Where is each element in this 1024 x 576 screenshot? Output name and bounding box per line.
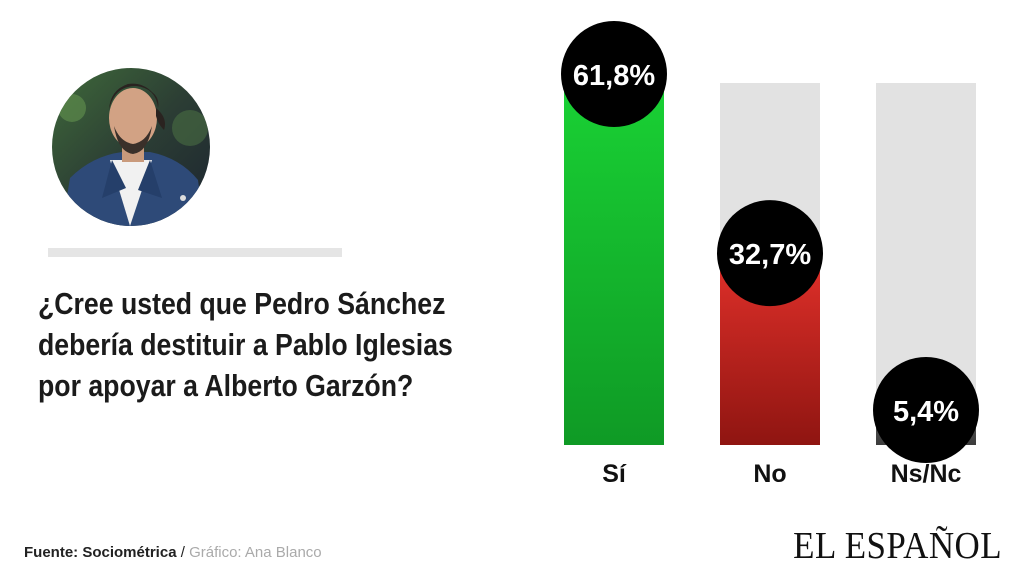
footer-separator: / xyxy=(176,544,190,561)
survey-question: ¿Cree usted que Pedro Sánchez debería de… xyxy=(38,286,453,403)
value-label-no: 32,7% xyxy=(729,239,811,271)
divider xyxy=(48,248,342,257)
brand-logo: EL ESPAÑOL xyxy=(793,525,1002,567)
footer: Fuente: Sociométrica / Gráfico: Ana Blan… xyxy=(24,544,322,561)
portrait-avatar xyxy=(52,68,210,226)
value-bubble-no xyxy=(717,200,823,307)
portrait-image xyxy=(52,68,210,226)
category-label-no: No xyxy=(753,460,786,488)
value-bubble-ns-nc xyxy=(873,356,979,463)
category-label-ns-nc: Ns/Nc xyxy=(891,460,962,488)
bar-s xyxy=(564,90,664,445)
value-bubble-s xyxy=(561,21,667,127)
category-label-s: Sí xyxy=(602,460,627,488)
value-label-s: 61,8% xyxy=(573,60,655,92)
footer-credit: Gráfico: Ana Blanco xyxy=(189,544,322,561)
value-label-ns-nc: 5,4% xyxy=(893,396,959,428)
footer-source: Fuente: Sociométrica xyxy=(24,544,177,561)
